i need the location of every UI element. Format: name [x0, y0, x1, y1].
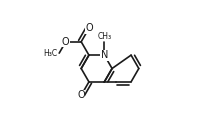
Text: O: O: [85, 23, 93, 33]
Text: O: O: [77, 90, 85, 100]
Text: O: O: [62, 37, 70, 47]
Text: CH₃: CH₃: [97, 32, 111, 41]
Text: H₃C: H₃C: [44, 49, 58, 58]
Text: N: N: [101, 50, 108, 60]
